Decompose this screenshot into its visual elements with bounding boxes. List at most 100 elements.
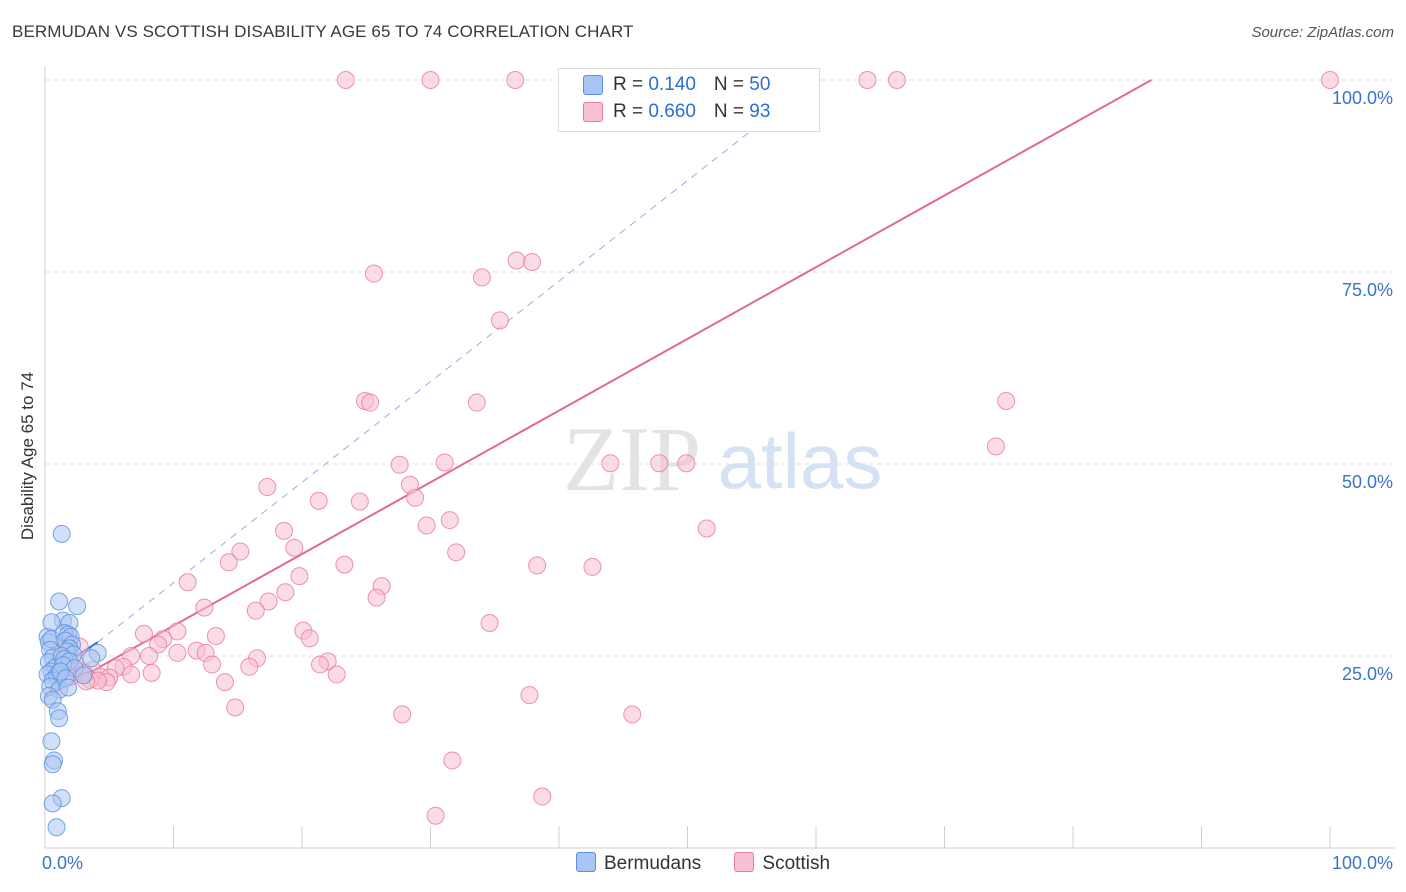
data-point-scottish: [417, 516, 436, 535]
trend-line-bermudans-dashed: [97, 79, 817, 643]
legend-swatch-scottish: [583, 101, 603, 122]
data-point-bermudans: [59, 678, 78, 697]
data-point-scottish: [447, 543, 466, 562]
data-point-scottish: [350, 492, 369, 511]
data-point-scottish: [259, 592, 278, 611]
data-point-bermudans: [68, 597, 87, 616]
data-point-scottish: [275, 521, 294, 540]
data-point-scottish: [134, 624, 153, 643]
data-point-scottish: [623, 705, 642, 724]
data-point-scottish: [506, 71, 525, 89]
data-point-scottish: [528, 556, 547, 575]
legend-n-label: N =: [713, 101, 750, 122]
legend-label-scottish: Scottish: [762, 853, 831, 874]
legend-n-label: N =: [713, 74, 750, 95]
legend-swatch-bermudans: [583, 74, 603, 95]
data-point-scottish: [122, 665, 141, 684]
data-point-scottish: [335, 555, 354, 574]
data-point-scottish: [142, 663, 161, 682]
legend-row-scottish: R = 0.660 N = 93: [583, 101, 770, 127]
data-point-scottish: [285, 538, 304, 557]
data-point-scottish: [467, 393, 486, 412]
data-point-scottish: [361, 393, 380, 412]
data-point-scottish: [367, 588, 386, 607]
legend-n-value: 93: [749, 101, 771, 122]
y-tick-label: 50.0%: [1342, 472, 1393, 492]
data-point-scottish: [168, 643, 187, 662]
data-point-bermudans: [42, 732, 61, 751]
data-point-scottish: [258, 478, 277, 497]
data-point-scottish: [231, 542, 250, 561]
data-point-scottish: [276, 583, 295, 602]
data-point-scottish: [390, 455, 409, 474]
legend-swatch-scottish: [734, 852, 755, 872]
data-point-scottish: [140, 647, 159, 665]
y-tick-label: 75.0%: [1342, 280, 1393, 300]
legend-item-scottish: Scottish: [734, 852, 830, 875]
data-point-scottish: [507, 251, 526, 270]
data-point-scottish: [421, 71, 440, 89]
data-point-scottish: [206, 627, 225, 646]
chart-title: BERMUDAN VS SCOTTISH DISABILITY AGE 65 T…: [12, 22, 634, 41]
data-point-scottish: [887, 71, 906, 89]
data-point-scottish: [435, 453, 454, 472]
data-point-scottish: [858, 71, 877, 89]
series-legend: Bermudans Scottish: [0, 852, 1406, 875]
legend-row-bermudans: R = 0.140 N = 50: [583, 74, 770, 100]
data-point-bermudans: [42, 613, 61, 632]
data-point-scottish: [309, 491, 328, 510]
data-point-scottish: [677, 454, 696, 473]
legend-r-label: R =: [613, 101, 649, 122]
data-point-scottish: [290, 567, 309, 586]
trend-line-scottish-solid: [44, 79, 1152, 699]
data-point-scottish: [168, 622, 187, 641]
legend-label-bermudans: Bermudans: [603, 853, 702, 874]
watermark-zip: ZIP: [563, 408, 701, 510]
stats-legend: R = 0.140 N = 50 R = 0.660 N = 93: [558, 68, 820, 132]
watermark-atlas: atlas: [718, 417, 883, 505]
data-point-scottish: [246, 601, 265, 620]
data-point-scottish: [997, 392, 1016, 411]
data-point-scottish: [219, 553, 238, 572]
data-point-scottish: [443, 751, 462, 770]
data-point-bermudans: [50, 709, 69, 728]
data-point-scottish: [523, 253, 542, 272]
y-axis-label: Disability Age 65 to 74: [18, 371, 37, 541]
data-point-bermudans: [52, 524, 71, 543]
data-point-bermudans: [50, 592, 69, 611]
data-point-bermudans: [43, 755, 62, 774]
data-point-bermudans: [82, 649, 101, 668]
data-point-scottish: [406, 488, 425, 507]
data-point-scottish: [480, 613, 499, 632]
legend-r-label: R =: [613, 74, 649, 95]
data-point-bermudans: [47, 818, 66, 837]
legend-r-value: 0.140: [648, 74, 696, 95]
x-tick-label-min: 0.0%: [42, 853, 83, 873]
data-point-scottish: [178, 573, 197, 592]
y-tick-label: 100.0%: [1332, 88, 1393, 108]
data-point-scottish: [472, 268, 491, 287]
data-point-scottish: [327, 665, 346, 684]
data-point-scottish: [336, 71, 355, 89]
data-point-scottish: [520, 686, 539, 705]
data-point-bermudans: [43, 794, 62, 813]
y-tick-label: 25.0%: [1342, 664, 1393, 684]
data-point-scottish: [650, 454, 669, 473]
data-point-scottish: [426, 806, 445, 825]
data-point-scottish: [697, 519, 716, 538]
data-point-scottish: [533, 787, 552, 806]
x-tick-label-max: 100.0%: [1332, 853, 1393, 873]
data-point-scottish: [440, 511, 459, 530]
legend-swatch-bermudans: [575, 852, 596, 872]
legend-r-value: 0.660: [648, 101, 696, 122]
data-point-scottish: [226, 698, 245, 717]
data-point-scottish: [490, 311, 509, 330]
data-point-scottish: [393, 705, 412, 724]
data-point-scottish: [310, 655, 329, 674]
legend-n-value: 50: [749, 74, 771, 95]
watermark: ZIP atlas: [563, 408, 882, 510]
data-point-scottish: [364, 264, 383, 283]
data-point-scottish: [583, 557, 602, 576]
legend-item-bermudans: Bermudans: [575, 852, 702, 875]
